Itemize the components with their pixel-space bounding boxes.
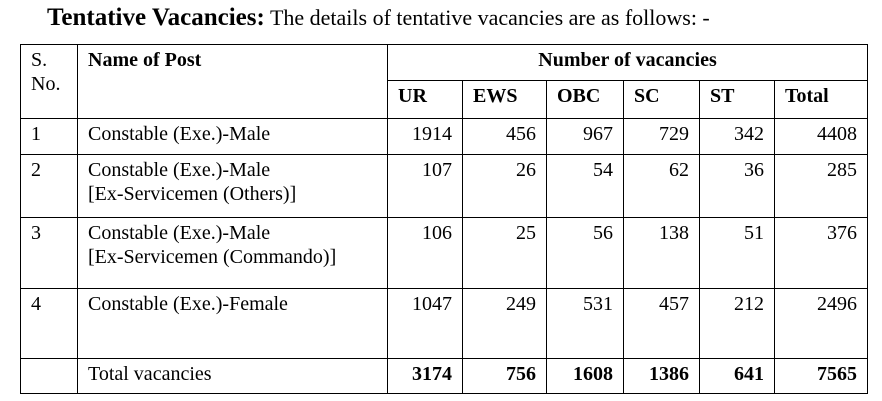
data-row: 4 Constable (Exe.)-Female 1047 249 531 457 212…	[20, 288, 868, 359]
title-text: The details of tentative vacancies are a…	[269, 5, 710, 30]
column-header: SC	[623, 80, 700, 119]
column-header: OBC	[546, 80, 624, 119]
table-body: S. No. Name of Post Number of vacancies …	[20, 44, 868, 394]
sno-header: S. No.	[20, 44, 78, 119]
value-cell: 62	[623, 154, 700, 218]
name-line: Constable (Exe.)-Male	[88, 123, 271, 145]
value-cell: 729	[623, 118, 700, 155]
sno-cell: 2	[20, 154, 78, 218]
value-cell: 4408	[774, 118, 868, 155]
total-cell: 7565	[774, 358, 868, 394]
column-header: Total	[774, 80, 868, 119]
value-cell: 1914	[387, 118, 463, 155]
column-header-row: UR EWS OBC SC ST Total	[21, 80, 868, 119]
total-cell: 3174	[387, 358, 463, 394]
value-cell: 342	[699, 118, 775, 155]
name-cell: Constable (Exe.)-Male [Ex-Servicemen (Com…	[77, 217, 388, 289]
name-line: Constable (Exe.)-Male	[88, 222, 271, 244]
total-cell: 641	[699, 358, 775, 394]
value-cell: 2496	[774, 288, 868, 359]
value-cell: 531	[546, 288, 624, 359]
total-row: Total vacancies 3174 756 1608 1386 641 7565	[20, 358, 868, 394]
value-cell: 138	[623, 217, 700, 289]
data-row: 2 Constable (Exe.)-Male [Ex-Servicemen (Ot…	[20, 154, 868, 218]
header-row: S. No. Name of Post Number of vacancies	[20, 44, 868, 119]
sno-cell: 3	[20, 217, 78, 289]
value-cell: 456	[462, 118, 547, 155]
data-row: 3 Constable (Exe.)-Male [Ex-Servicemen (Co…	[20, 217, 868, 289]
name-cell: Constable (Exe.)-Male [Ex-Servicemen (Oth…	[77, 154, 388, 218]
value-cell: 249	[462, 288, 547, 359]
vacancy-table: S. No. Name of Post Number of vacancies …	[20, 44, 868, 394]
value-cell: 285	[774, 154, 868, 218]
data-row: 1 Constable (Exe.)-Male 1914 456 967 729 342 44…	[20, 118, 868, 155]
name-cell: Constable (Exe.)-Male	[77, 118, 388, 155]
empty-cell	[20, 358, 78, 394]
value-cell: 51	[699, 217, 775, 289]
total-label: Total vacancies	[77, 358, 388, 394]
title: Tentative Vacancies: The details of tent…	[47, 4, 710, 32]
total-cell: 1608	[546, 358, 624, 394]
name-line: Constable (Exe.)-Male	[88, 159, 271, 181]
sno-cell: 4	[20, 288, 78, 359]
value-cell: 107	[387, 154, 463, 218]
total-cell: 756	[462, 358, 547, 394]
total-cell: 1386	[623, 358, 700, 394]
name-header: Name of Post	[77, 44, 388, 119]
value-cell: 56	[546, 217, 624, 289]
value-cell: 36	[699, 154, 775, 218]
name-cell: Constable (Exe.)-Female	[77, 288, 388, 359]
column-header: EWS	[462, 80, 547, 119]
value-cell: 54	[546, 154, 624, 218]
value-cell: 967	[546, 118, 624, 155]
name-line: [Ex-Servicemen (Others)]	[88, 183, 297, 205]
column-header: UR	[387, 80, 463, 119]
group-header: Number of vacancies	[387, 44, 868, 81]
value-cell: 212	[699, 288, 775, 359]
value-cell: 26	[462, 154, 547, 218]
sno-cell: 1	[20, 118, 78, 155]
column-header: ST	[699, 80, 775, 119]
name-line: [Ex-Servicemen (Commando)]	[88, 246, 337, 268]
value-cell: 376	[774, 217, 868, 289]
name-line: Constable (Exe.)-Female	[88, 293, 288, 315]
value-cell: 457	[623, 288, 700, 359]
value-cell: 106	[387, 217, 463, 289]
title-label: Tentative Vacancies:	[47, 4, 265, 31]
value-cell: 25	[462, 217, 547, 289]
value-cell: 1047	[387, 288, 463, 359]
